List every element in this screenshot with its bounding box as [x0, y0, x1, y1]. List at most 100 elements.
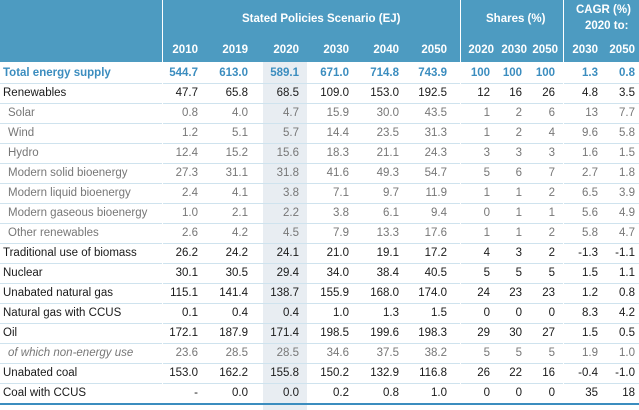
value-cell: 9.4: [431, 207, 447, 219]
cagr-cell: 4.2: [619, 307, 635, 319]
row-label: Wind: [8, 127, 35, 139]
value-cell: 31.3: [424, 127, 447, 139]
value-cell: 15.9: [326, 107, 349, 119]
row-divider: [0, 383, 639, 384]
cagr-cell: 1.5: [582, 267, 598, 279]
row-label: Natural gas with CCUS: [3, 307, 122, 319]
share-cell: 0: [548, 307, 555, 319]
share-cell: 1: [483, 107, 490, 119]
share-cell: 1: [483, 227, 490, 239]
value-cell: 18.3: [326, 147, 349, 159]
value-cell: 37.5: [376, 347, 399, 359]
share-cell: 2: [548, 187, 555, 199]
value-cell: 68.5: [276, 87, 299, 99]
row-divider: [0, 363, 639, 364]
value-cell: 2.2: [283, 207, 299, 219]
share-cell: 12: [477, 87, 490, 99]
row-label: Solar: [8, 107, 35, 119]
value-cell: 14.4: [326, 127, 349, 139]
value-cell: 31.1: [225, 167, 248, 179]
value-cell: 1.0: [182, 207, 198, 219]
share-cell: 23: [542, 287, 555, 299]
cagr-cell: 4.8: [582, 87, 598, 99]
share-cell: 27: [542, 327, 555, 339]
share-cell: 3: [515, 147, 522, 159]
value-cell: 31.8: [276, 167, 299, 179]
value-cell: 1.0: [333, 307, 349, 319]
cagr-cell: 7.7: [619, 107, 635, 119]
value-cell: 24.2: [225, 247, 248, 259]
cagr-header-2030: 2030: [572, 44, 598, 56]
value-cell: 0.4: [283, 307, 299, 319]
value-cell: -: [194, 387, 198, 399]
table-row: Natural gas with CCUS 0.1 0.4 0.4 1.0 1.3 1.5 0…: [0, 304, 639, 324]
cagr-cell: 1.2: [582, 287, 598, 299]
value-cell: 743.9: [418, 67, 447, 79]
share-cell: 5: [515, 267, 522, 279]
value-cell: 155.9: [320, 287, 349, 299]
value-cell: 1.5: [431, 307, 447, 319]
share-cell: 1: [483, 187, 490, 199]
value-cell: 116.8: [419, 367, 447, 379]
column-2020-highlight: [263, 62, 307, 410]
table-row: Hydro 12.4 15.2 15.6 18.3 21.1 24.3 3 3 3 1.6 1.5: [0, 144, 639, 164]
value-cell: 171.4: [270, 327, 299, 339]
row-divider: [0, 223, 639, 224]
cagr-cell: 2.7: [582, 167, 598, 179]
row-label: Nuclear: [3, 267, 43, 279]
cagr-cell: 35: [585, 387, 598, 399]
table-row: Oil 172.1 187.9 171.4 198.5 199.6 198.3 29 30 27 1…: [0, 324, 639, 344]
row-divider: [0, 203, 639, 204]
cagr-cell: -1.3: [578, 247, 598, 259]
cagr-cell: 1.3: [582, 67, 598, 79]
share-cell: 6: [515, 167, 522, 179]
row-divider: [0, 283, 639, 284]
value-cell: 47.7: [175, 87, 198, 99]
value-cell: 714.8: [370, 67, 399, 79]
row-label: Other renewables: [8, 227, 99, 239]
cagr-cell: 1.0: [619, 347, 635, 359]
value-cell: 199.6: [370, 327, 399, 339]
share-cell: 0: [483, 387, 490, 399]
value-cell: 671.0: [320, 67, 349, 79]
scenario-title: Stated Policies Scenario (EJ): [242, 13, 401, 25]
row-label: Unabated coal: [3, 367, 78, 379]
value-cell: 162.2: [219, 367, 248, 379]
value-cell: 4.1: [232, 187, 248, 199]
row-label: Renewables: [3, 87, 67, 99]
value-cell: 27.3: [175, 167, 198, 179]
value-cell: 174.0: [418, 287, 447, 299]
share-cell: 2: [515, 127, 522, 139]
share-cell: 30: [509, 327, 522, 339]
year-header-2050: 2050: [421, 44, 447, 56]
value-cell: 0.2: [333, 387, 349, 399]
value-cell: 12.4: [175, 147, 198, 159]
table-row: Unabated natural gas 115.1 141.4 138.7 155.9…: [0, 284, 639, 304]
cagr-cell: 4.9: [619, 207, 635, 219]
row-label: Modern gaseous bioenergy: [8, 207, 148, 219]
value-cell: 4.5: [283, 227, 299, 239]
value-cell: 5.1: [232, 127, 248, 139]
cagr-cell: 3.5: [619, 87, 635, 99]
row-divider: [0, 243, 639, 244]
share-cell: 5: [548, 267, 555, 279]
value-cell: 15.2: [225, 147, 248, 159]
value-cell: 54.7: [424, 167, 447, 179]
table-row: Total energy supply 544.7 613.0 589.1 671.0 7…: [0, 64, 639, 84]
share-header-2020: 2020: [468, 44, 494, 56]
share-cell: 3: [548, 147, 555, 159]
table-row: Unabated coal 153.0 162.2 155.8 150.2 132.9 11…: [0, 364, 639, 384]
value-cell: 43.5: [424, 107, 447, 119]
value-cell: 30.0: [376, 107, 399, 119]
value-cell: 9.7: [383, 187, 399, 199]
value-cell: 28.5: [276, 347, 299, 359]
value-cell: 0.0: [232, 387, 248, 399]
table-row: Traditional use of biomass 26.2 24.2 24.1 21…: [0, 244, 639, 264]
value-cell: 17.6: [424, 227, 447, 239]
year-header-2019: 2019: [222, 44, 248, 56]
table-row: Other renewables 2.6 4.2 4.5 7.9 13.3 17.6 1 1 2 5…: [0, 224, 639, 244]
value-cell: 38.4: [376, 267, 399, 279]
row-divider: [0, 123, 639, 124]
cagr-header-2050: 2050: [609, 44, 635, 56]
share-cell: 16: [509, 87, 522, 99]
